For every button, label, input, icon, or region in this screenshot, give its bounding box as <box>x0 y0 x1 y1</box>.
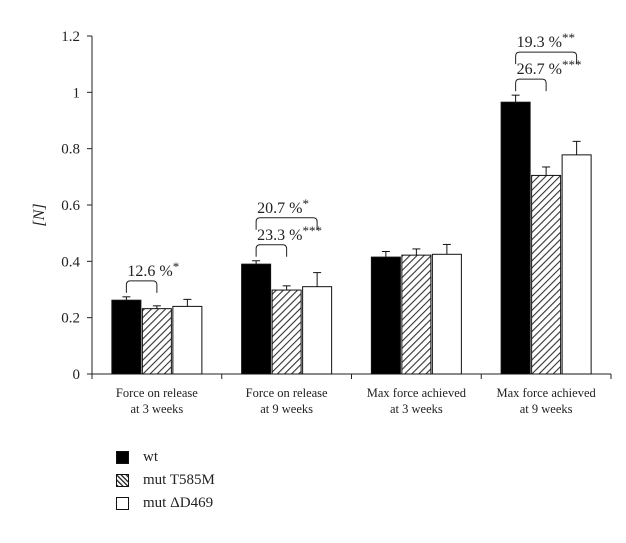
bar-mut-t585m <box>531 174 562 375</box>
bar-wt <box>500 101 531 375</box>
significance-bracket <box>515 51 578 65</box>
x-category-label: Max force achieved <box>367 386 467 400</box>
x-category-label: Force on release <box>246 386 328 400</box>
significance-label: 23.3 %*** <box>257 223 322 244</box>
x-category-label: at 3 weeks <box>390 402 443 416</box>
y-tick-label: 0 <box>73 367 81 383</box>
significance-bracket <box>125 280 158 293</box>
bar-mut-t585m <box>271 289 302 375</box>
bar-mut-d469 <box>172 305 203 375</box>
legend-swatch <box>116 474 129 487</box>
x-category-label: at 9 weeks <box>520 402 573 416</box>
x-category-label: at 3 weeks <box>130 402 183 416</box>
y-tick-label: 0.4 <box>61 254 80 270</box>
y-tick-label: 0.8 <box>61 142 80 158</box>
bar-wt <box>241 263 272 375</box>
significance-bracket <box>255 217 318 230</box>
significance-label: 12.6 %* <box>127 259 179 280</box>
x-category-label: Max force achieved <box>497 386 597 400</box>
bar-mut-d469 <box>431 253 462 375</box>
legend-label: mut ΔD469 <box>143 495 214 511</box>
x-category-label: Force on release <box>116 386 198 400</box>
significance-label: 26.7 %*** <box>517 57 582 78</box>
y-axis-label: [N] <box>31 203 48 226</box>
axes: 0 0.2 0.4 0.6 0.8 1 1.2 [N] Force on release at 3… <box>31 29 612 416</box>
legend-label: wt <box>143 449 158 465</box>
significance-bracket <box>255 244 288 257</box>
error-bars <box>122 94 581 309</box>
significance-annotations: 12.6 %* 23.3 %*** 20.7 %* 26.7 %*** 19.3 %** <box>125 30 582 293</box>
bars <box>111 101 592 375</box>
y-tick-label: 1 <box>73 85 81 101</box>
legend: wt mut T585M mut ΔD469 <box>116 446 215 515</box>
bar-mut-d469 <box>302 286 333 375</box>
legend-item: mut T585M <box>116 469 215 492</box>
y-tick-label: 0.2 <box>61 311 80 327</box>
bar-mut-d469 <box>561 154 592 375</box>
legend-label: mut T585M <box>143 472 215 488</box>
x-category-label: at 9 weeks <box>260 402 313 416</box>
significance-label: 20.7 %* <box>257 196 309 217</box>
bar-mut-t585m <box>141 308 172 375</box>
legend-swatch <box>116 451 129 464</box>
bar-wt <box>111 299 142 375</box>
bar-wt <box>370 256 401 375</box>
y-tick-label: 1.2 <box>61 29 80 45</box>
bar-mut-t585m <box>401 254 432 375</box>
significance-label: 19.3 %** <box>517 30 575 51</box>
legend-swatch <box>116 497 129 510</box>
bar-chart: 0 0.2 0.4 0.6 0.8 1 1.2 [N] Force on release at 3… <box>31 29 612 416</box>
significance-bracket <box>515 78 547 92</box>
legend-item: mut ΔD469 <box>116 492 215 515</box>
y-tick-label: 0.6 <box>61 198 80 214</box>
legend-item: wt <box>116 446 215 469</box>
